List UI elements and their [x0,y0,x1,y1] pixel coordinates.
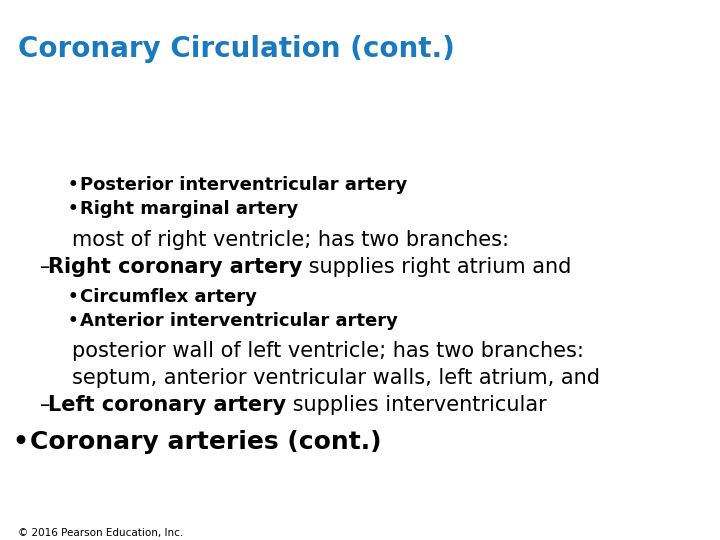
Text: posterior wall of left ventricle; has two branches:: posterior wall of left ventricle; has tw… [72,341,584,361]
Text: •: • [68,288,78,306]
Text: most of right ventricle; has two branches:: most of right ventricle; has two branche… [72,230,509,250]
Text: Right coronary artery: Right coronary artery [48,257,302,277]
Text: Coronary arteries (cont.): Coronary arteries (cont.) [30,430,382,454]
Text: Right marginal artery: Right marginal artery [80,200,298,218]
Text: supplies interventricular: supplies interventricular [286,395,547,415]
Text: Anterior interventricular artery: Anterior interventricular artery [80,312,398,330]
Text: –: – [40,257,50,277]
Text: Circumflex artery: Circumflex artery [80,288,257,306]
Text: Posterior interventricular artery: Posterior interventricular artery [80,176,408,194]
Text: Left coronary artery: Left coronary artery [48,395,286,415]
Text: •: • [68,200,78,218]
Text: •: • [68,312,78,330]
Text: •: • [12,430,28,454]
Text: septum, anterior ventricular walls, left atrium, and: septum, anterior ventricular walls, left… [72,368,600,388]
Text: •: • [68,176,78,194]
Text: © 2016 Pearson Education, Inc.: © 2016 Pearson Education, Inc. [18,528,184,538]
Text: supplies right atrium and: supplies right atrium and [302,257,572,277]
Text: Coronary Circulation (cont.): Coronary Circulation (cont.) [18,35,455,63]
Text: –: – [40,395,50,415]
